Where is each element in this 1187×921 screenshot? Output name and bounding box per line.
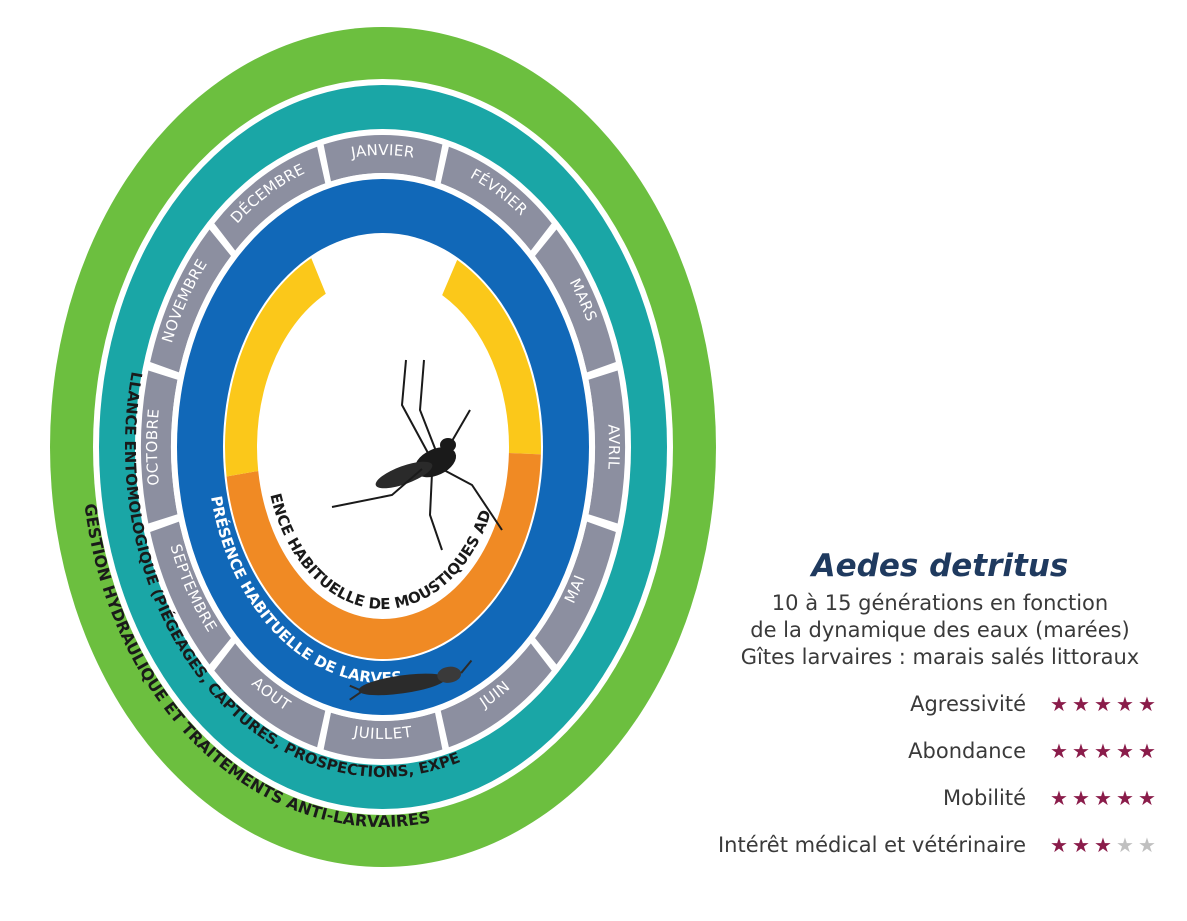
star-icon: ★ [1050,785,1068,810]
adults-ring [225,258,541,659]
rating-label: Mobilité [943,785,1026,810]
month-segment [150,229,232,373]
star-icon: ★ [1072,785,1090,810]
month-segment [588,370,625,524]
month-segment [440,146,552,251]
star-icon: ★ [1072,738,1090,763]
month-segment [440,643,552,748]
month-segment [534,521,616,665]
rating-stars: ★ ★ ★ ★ ★ [1048,692,1160,716]
rating-label: Abondance [908,738,1026,763]
month-label: JUILLET [351,722,413,743]
star-icon: ★ [1116,738,1134,763]
star-icon: ★ [1138,785,1156,810]
star-icon: ★ [1138,691,1156,716]
month-label: AVRIL [605,424,624,470]
month-segment [214,643,326,748]
rating-row: Agressivité ★ ★ ★ ★ ★ [640,677,1160,724]
month-segment [214,146,326,251]
description-line: Gîtes larvaires : marais salés littoraux [740,645,1140,669]
star-icon: ★ [1116,691,1134,716]
description-line: de la dynamique des eaux (marées) [750,618,1130,642]
rating-row: Intérêt médical et vétérinaire ★ ★ ★ ★ ★ [640,818,1160,865]
adults-main-segment [226,453,541,659]
description-line: 10 à 15 générations en fonction [771,591,1109,615]
star-icon: ★ [1094,832,1112,857]
month-segment [534,229,616,373]
month-segment [150,521,232,665]
star-icon: ★ [1138,738,1156,763]
ratings-list: Agressivité ★ ★ ★ ★ ★ Abondance ★ ★ ★ ★ ★ Mobilité ★ ★… [640,677,1160,865]
rating-label: Intérêt médical et vétérinaire [717,832,1026,857]
mosquito-icon [331,359,503,551]
rating-stars: ★ ★ ★ ★ ★ [1048,739,1160,763]
star-icon: ★ [1116,785,1134,810]
star-icon: ★ [1094,785,1112,810]
adults-shoulder-segment [442,259,541,455]
month-segment [141,370,178,524]
larva-icon [349,659,473,701]
season-cycle-diagram: JANVIERFÉVRIERMARSAVRILMAIJUINJUILLETAOU… [0,0,716,867]
star-icon: ★ [1050,832,1068,857]
month-segment [323,712,443,759]
species-name: Aedes detritus [811,548,1069,584]
star-icon: ★ [1072,832,1090,857]
rating-row: Abondance ★ ★ ★ ★ ★ [640,724,1160,771]
star-icon: ★ [1050,738,1068,763]
month-segment [323,134,443,182]
star-icon: ★ [1094,691,1112,716]
star-icon: ★ [1072,691,1090,716]
star-icon: ★ [1116,832,1134,857]
rating-label: Agressivité [910,691,1026,716]
month-label: OCTOBRE [142,408,162,487]
ring-gap [223,233,543,661]
star-icon: ★ [1094,738,1112,763]
month-label: JANVIER [349,140,416,161]
star-icon: ★ [1138,832,1156,857]
star-icon: ★ [1050,691,1068,716]
rating-stars: ★ ★ ★ ★ ★ [1048,786,1160,810]
adults-shoulder-segment [225,258,326,477]
rating-row: Mobilité ★ ★ ★ ★ ★ [640,771,1160,818]
rating-stars: ★ ★ ★ ★ ★ [1048,833,1160,857]
species-info-panel: Aedes detritus 10 à 15 générations en fo… [640,548,1160,865]
